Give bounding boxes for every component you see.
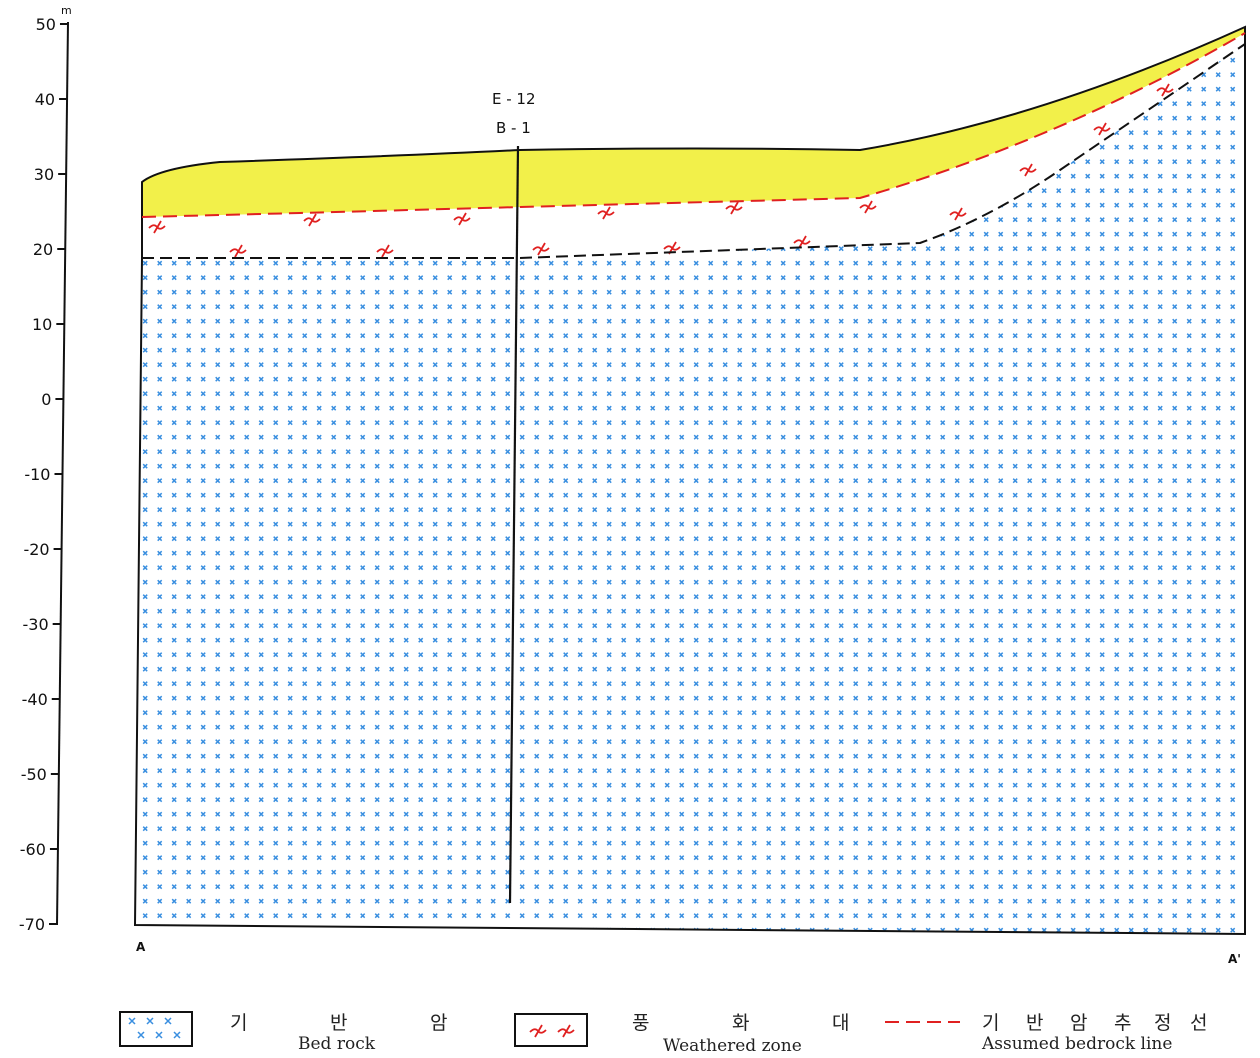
legend-bedrock-ko-2: 반 — [330, 1012, 347, 1034]
section-outline — [133, 25, 1246, 936]
weathered-mark — [859, 200, 877, 214]
legend: 기 반 암 Bed rock 풍 화 대 Weathered zone 기 반 … — [119, 1011, 1207, 1056]
axis-ticks: 50 40 30 20 10 0 -10 -20 -30 -40 -50 -60 -70 — [19, 15, 68, 934]
legend-assumed-line: 기 반 암 추 정 선 Assumed bedrock line — [885, 1012, 1207, 1054]
weathered-mark — [1019, 163, 1037, 177]
legend-assumed-en: Assumed bedrock line — [981, 1034, 1172, 1054]
legend-assumed-ko-5: 정 — [1154, 1012, 1171, 1034]
weathered-mark — [229, 244, 247, 258]
assumed-bedrock-line — [141, 32, 1246, 218]
surface-soil-layer — [142, 27, 1245, 217]
axis-tick-label: 10 — [32, 315, 52, 334]
axis-unit: m — [61, 4, 72, 17]
weathered-mark — [303, 213, 321, 227]
axis-tick-label: 50 — [36, 15, 56, 34]
bedrock-body — [135, 44, 1245, 934]
axis-tick-label: -40 — [22, 690, 48, 709]
section-end-left: A — [136, 940, 146, 954]
borehole-label-1: E - 12 — [492, 90, 536, 108]
borehole-label-2: B - 1 — [496, 119, 531, 137]
legend-assumed-ko-2: 반 — [1026, 1012, 1043, 1034]
legend-weathered-en: Weathered zone — [663, 1036, 802, 1056]
axis-tick-label: -10 — [24, 465, 50, 484]
axis-tick-label: -50 — [21, 765, 47, 784]
weathered-mark — [1093, 122, 1111, 136]
legend-weathered-swatch — [514, 1013, 588, 1047]
legend-weathered-marks — [529, 1024, 575, 1038]
axis-tick-label: 0 — [41, 390, 51, 409]
axis-tick-label: -60 — [20, 840, 46, 859]
legend-bedrock-ko-1: 기 — [230, 1012, 247, 1034]
legend-bedrock: 기 반 암 Bed rock — [119, 1011, 447, 1054]
elevation-axis: m 50 40 30 20 10 0 -10 -20 -30 -40 -50 -60 -70 — [19, 4, 72, 934]
borehole-line — [508, 145, 520, 904]
weathered-mark — [949, 207, 967, 221]
weathered-mark — [376, 244, 394, 258]
axis-tick-label: -70 — [19, 915, 45, 934]
legend-weathered-mark — [557, 1024, 575, 1038]
weathered-mark — [793, 235, 811, 249]
axis-tick-label: 20 — [33, 240, 53, 259]
legend-assumed-ko-1: 기 — [982, 1012, 999, 1034]
weathered-mark — [1156, 83, 1174, 97]
legend-weathered-mark — [529, 1024, 547, 1038]
weathered-base-line — [142, 43, 1246, 259]
legend-bedrock-marks — [128, 1017, 181, 1039]
axis-tick-label: 40 — [35, 90, 55, 109]
legend-assumed-ko-6: 선 — [1190, 1012, 1207, 1034]
weathered-mark — [725, 201, 743, 215]
legend-weathered-ko-2: 화 — [732, 1012, 749, 1034]
axis-tick-label: -30 — [23, 615, 49, 634]
borehole-e12-b1: E - 12 B - 1 — [492, 90, 536, 904]
legend-bedrock-ko-3: 암 — [430, 1012, 447, 1034]
weathered-mark — [597, 206, 615, 220]
legend-weathered-ko-1: 풍 — [632, 1012, 649, 1034]
section-end-right: A' — [1228, 952, 1241, 966]
weathered-zone-marks — [148, 83, 1174, 258]
weathered-mark — [453, 212, 471, 226]
legend-rock-mark — [137, 1031, 145, 1039]
legend-bedrock-en: Bed rock — [298, 1034, 376, 1054]
weathered-mark — [148, 220, 166, 234]
legend-weathered-ko-3: 대 — [832, 1012, 849, 1034]
legend-rock-mark — [164, 1017, 172, 1025]
legend-rock-mark — [173, 1031, 181, 1039]
weathered-mark — [532, 242, 550, 256]
legend-bedrock-swatch — [119, 1011, 193, 1047]
axis-tick-label: -20 — [23, 540, 49, 559]
axis-tick-label: 30 — [34, 165, 54, 184]
legend-weathered: 풍 화 대 Weathered zone — [514, 1012, 849, 1056]
legend-rock-mark — [128, 1017, 136, 1025]
legend-rock-mark — [155, 1031, 163, 1039]
legend-rock-mark — [146, 1017, 154, 1025]
legend-assumed-ko-3: 암 — [1070, 1012, 1087, 1034]
legend-assumed-ko-4: 추 — [1114, 1012, 1131, 1034]
